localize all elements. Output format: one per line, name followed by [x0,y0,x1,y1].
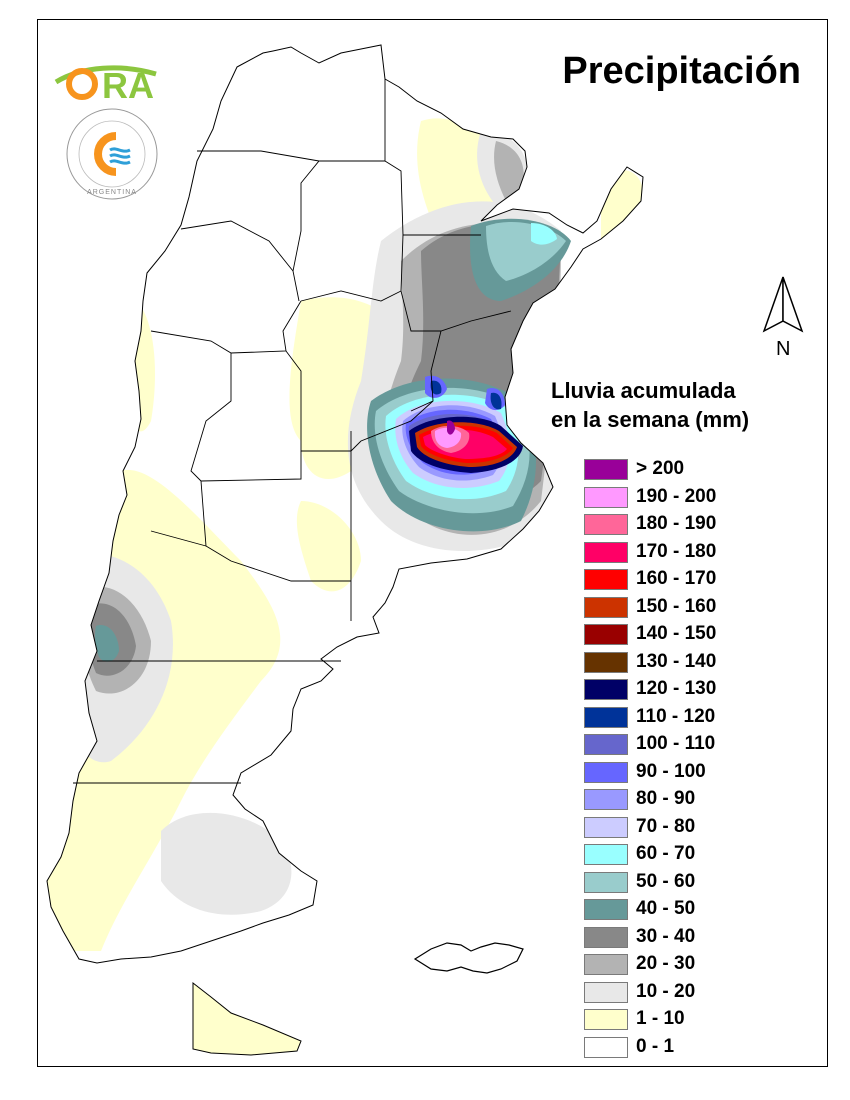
country-outline [46,44,644,1056]
rain-zone-40-50 [95,625,119,662]
ora-logo-sun [66,68,98,100]
legend-swatch [584,1036,628,1058]
province-line [197,150,320,162]
north-arrow-right-half [782,276,804,333]
legend-label: 130 - 140 [636,650,717,672]
legend-swatch [584,789,628,810]
legend-label: 70 - 80 [636,815,696,837]
rain-zone-1-10 [181,981,301,1055]
legend-label: 1 - 10 [636,1008,685,1029]
rain-zone-110-120 [430,380,442,395]
precipitation-map [46,44,644,1056]
rain-zone-110-120 [490,392,502,410]
legend-label: 190 - 200 [636,485,717,507]
legend-swatch [584,844,628,865]
rain-zone-20-30 [494,141,524,201]
legend-swatch [584,569,628,590]
legend-swatch [584,734,628,755]
legend-swatch [584,624,628,645]
legend-swatch [584,926,628,948]
province-line [200,451,302,482]
legend-label: 140 - 150 [636,623,717,644]
legend-title: Lluvia acumulada en la semana (mm) [551,376,749,434]
legend-swatch [584,1009,628,1030]
legend-swatch [584,541,628,563]
smn-logo-sun [94,132,117,176]
rain-zone-10-20 [161,812,292,915]
legend-label: 0 - 1 [636,1035,675,1057]
legend-swatch [584,706,628,728]
north-arrow-icon [760,275,806,344]
smn-logo: ARGENTINA [64,106,160,207]
legend-title-line-2: en la semana (mm) [551,407,750,432]
province-line [285,350,351,452]
legend-label: 10 - 20 [636,980,696,1002]
legend-label: 110 - 120 [636,705,716,727]
ora-logo: RA [52,46,164,107]
province-line [350,400,434,452]
legend-label: 20 - 30 [636,953,696,974]
legend-title-line-1: Lluvia acumulada [551,378,736,403]
legend-swatch [584,981,628,1003]
legend-label: 180 - 190 [636,513,717,534]
rain-zone-60-70 [531,223,557,245]
legend-swatch [584,596,628,618]
legend-label: 30 - 40 [636,925,696,947]
legend-swatch [584,514,628,535]
rain-zone-1-10 [296,501,361,592]
province-line [180,220,294,272]
legend-swatch [584,486,628,508]
province-line [150,300,302,354]
rain-zone-over-200 [447,420,455,435]
province-line [384,160,481,236]
province-line [200,480,351,582]
legend-label: 40 - 50 [636,898,696,919]
legend-label: 120 - 130 [636,678,717,699]
legend-swatch [584,954,628,975]
legend-swatch [584,761,628,783]
ora-logo-swoosh [54,65,157,85]
legend-swatch [584,871,628,893]
islands-outline [413,942,524,974]
smn-logo-inner-ring [78,120,146,188]
ora-logo-text: RA [102,65,154,102]
legend-swatch [584,651,628,673]
province-line [410,330,442,412]
legend-label: 80 - 90 [636,788,696,809]
north-label: N [776,338,791,360]
legend-label: 60 - 70 [636,843,696,864]
legend-label: 170 - 180 [636,540,717,562]
legend-label: 160 - 170 [636,568,717,589]
legend-label: 50 - 60 [636,870,696,892]
legend-swatch [584,816,628,838]
map-title: Precipitación [562,50,801,92]
province-line [190,353,232,482]
legend-label: > 200 [636,458,685,479]
legend-label: 90 - 100 [636,760,706,782]
legend-label: 150 - 160 [636,595,717,617]
province-line [300,234,404,302]
map-frame: RA ARGENTINA Precipitación N Lluvia acum… [37,19,828,1067]
smn-logo-waves [109,147,131,165]
legend-label: 100 - 110 [636,733,716,754]
north-arrow-left-half [762,276,784,333]
legend-swatch [584,899,628,920]
smn-logo-bottom-text: ARGENTINA [87,189,137,196]
rain-zone-190-200 [434,427,462,448]
legend-swatch [584,459,628,480]
province-boundaries [73,79,512,784]
legend-swatch [584,679,628,700]
province-line [150,530,207,547]
